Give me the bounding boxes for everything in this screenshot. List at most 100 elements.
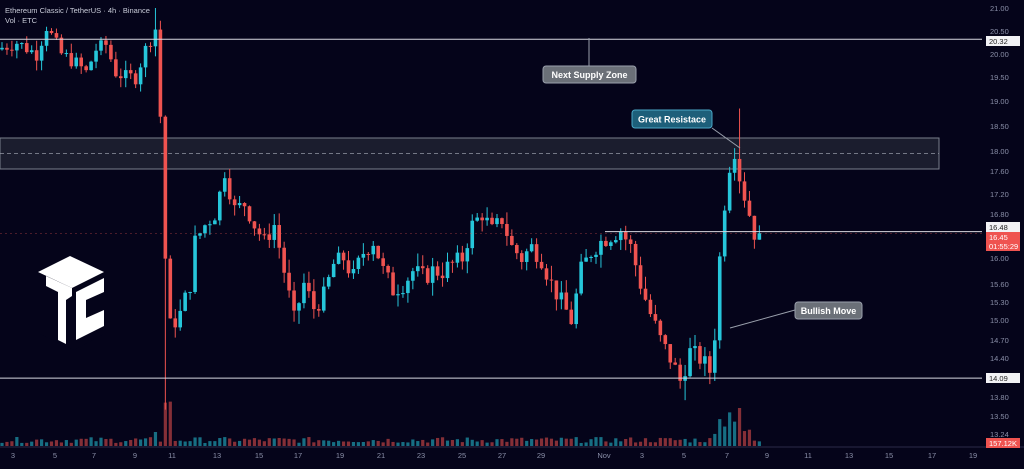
- candle: [495, 213, 499, 228]
- candle: [74, 52, 79, 69]
- candle: [589, 255, 593, 263]
- candle-body: [331, 263, 336, 278]
- candle: [356, 255, 361, 274]
- volume-bar: [277, 437, 281, 446]
- candle: [331, 259, 336, 278]
- volume-bar: [703, 442, 707, 446]
- volume-bar: [322, 440, 326, 446]
- volume-bar: [549, 438, 554, 446]
- candle: [653, 304, 658, 324]
- candle-body: [0, 47, 4, 50]
- volume-bar: [465, 437, 469, 446]
- candle-body: [752, 215, 757, 240]
- volume-bar: [530, 439, 534, 446]
- candle: [440, 262, 445, 287]
- candle-body: [569, 309, 574, 325]
- volume-bar: [490, 442, 494, 446]
- candle-body: [604, 240, 608, 246]
- volume-bar: [84, 438, 88, 446]
- candle-body: [539, 261, 544, 269]
- volume-bar: [698, 442, 702, 446]
- volume-bar: [366, 441, 370, 446]
- volume-bar: [376, 440, 380, 446]
- volume-bar: [594, 437, 598, 446]
- candle-body: [420, 266, 425, 269]
- candle-body: [267, 234, 272, 240]
- candle: [425, 265, 430, 285]
- candle: [34, 40, 39, 71]
- candle-body: [54, 33, 59, 38]
- candle-body: [5, 47, 9, 50]
- candle-body: [717, 256, 722, 341]
- candle-body: [114, 59, 118, 77]
- candle-body: [257, 228, 262, 235]
- candle-body: [648, 299, 653, 315]
- candle: [302, 273, 306, 309]
- candle-body: [222, 178, 227, 192]
- candle-body: [218, 191, 222, 221]
- x-tick-label: 13: [213, 451, 221, 460]
- candle-body: [485, 217, 489, 221]
- volume-bar: [728, 412, 732, 446]
- candle: [148, 42, 153, 53]
- volume-bar: [208, 441, 212, 446]
- candle: [584, 248, 588, 262]
- volume-bar: [733, 421, 737, 446]
- volume-bar: [79, 438, 83, 446]
- volume-bar: [515, 438, 519, 446]
- candle-body: [594, 254, 598, 257]
- candle: [668, 344, 673, 369]
- candle: [747, 191, 752, 217]
- x-tick-label: 17: [294, 451, 302, 460]
- candle: [663, 334, 668, 350]
- candle-body: [227, 178, 232, 200]
- volume-bar: [40, 439, 44, 446]
- candle-body: [302, 282, 306, 304]
- candle-body: [371, 245, 376, 255]
- volume-bar: [59, 442, 63, 446]
- candle-body: [678, 364, 682, 381]
- candle-body: [658, 320, 663, 336]
- y-tick-label: 14.70: [990, 336, 1009, 345]
- volume-bar: [351, 442, 356, 446]
- volume-bar: [742, 431, 747, 446]
- volume-bar: [525, 440, 529, 446]
- candle-body: [505, 224, 509, 236]
- volume-bar: [49, 441, 54, 446]
- candle-body: [168, 258, 173, 319]
- y-tick-label: 15.60: [990, 280, 1009, 289]
- logo-right: [76, 278, 104, 340]
- candle: [638, 256, 643, 295]
- volume-bar: [257, 439, 261, 446]
- candle-body: [440, 275, 445, 279]
- candle-body: [599, 240, 603, 255]
- candle: [539, 253, 544, 270]
- candle-body: [450, 261, 455, 263]
- candle-body: [455, 252, 460, 263]
- candle-body: [445, 261, 450, 279]
- y-tick-label: 15.30: [990, 298, 1009, 307]
- candle: [599, 234, 603, 268]
- candle: [213, 218, 217, 225]
- candle-body: [237, 203, 242, 206]
- volume-bar: [683, 438, 687, 446]
- volume-bar: [619, 441, 623, 446]
- volume-bar: [5, 441, 9, 446]
- volume-bar: [134, 438, 138, 446]
- candle: [158, 20, 163, 124]
- candle: [416, 253, 420, 277]
- candle-body: [425, 268, 430, 283]
- annotation-box: [794, 301, 863, 320]
- volume-bar: [752, 440, 756, 446]
- candle-body: [618, 232, 623, 241]
- candle: [351, 260, 356, 279]
- candle: [579, 253, 583, 296]
- candle-body: [698, 346, 702, 364]
- candle-body: [549, 279, 554, 281]
- candle: [15, 40, 19, 59]
- volume-bar: [604, 441, 608, 446]
- x-tick-label: 19: [336, 451, 344, 460]
- volume-bar: [391, 441, 395, 446]
- price-tag: [986, 36, 1020, 46]
